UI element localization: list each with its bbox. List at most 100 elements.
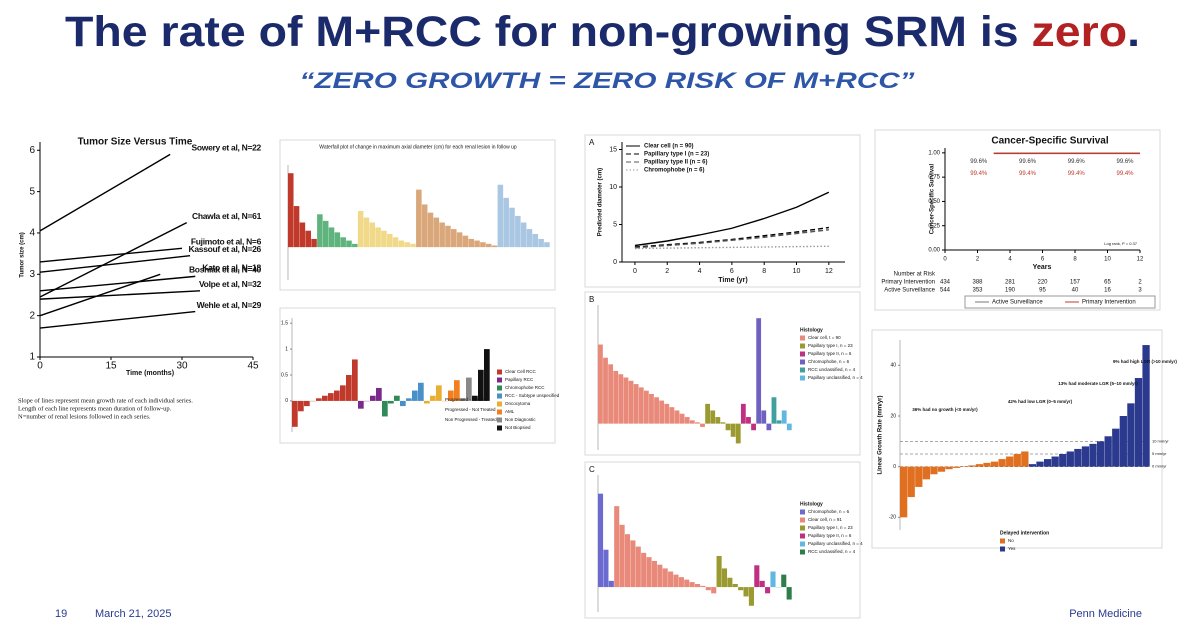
legend-label: Chromophobe, n = 6 bbox=[808, 359, 850, 364]
bar bbox=[765, 587, 771, 594]
legend-label: Chromophobe, n = 6 bbox=[808, 509, 850, 514]
footnote: N=number of renal lesions followed in ea… bbox=[18, 413, 151, 420]
legend-label: Non Diagnostic bbox=[505, 417, 536, 422]
bar bbox=[1096, 441, 1105, 467]
bar bbox=[738, 587, 744, 591]
x-tick-label: 0 bbox=[633, 268, 637, 275]
bar bbox=[664, 403, 670, 424]
bar bbox=[751, 423, 756, 431]
bar bbox=[781, 574, 787, 588]
y-tick-label: 0 bbox=[613, 259, 617, 266]
bar bbox=[406, 398, 412, 401]
risk-count: 157 bbox=[1070, 280, 1081, 286]
organization: Penn Medicine bbox=[1069, 608, 1142, 620]
bar bbox=[669, 407, 675, 424]
legend-label: Yes bbox=[1008, 546, 1016, 551]
bar bbox=[1051, 456, 1059, 467]
bar bbox=[1021, 451, 1029, 467]
y-tick-label: 1.00 bbox=[928, 150, 940, 156]
legend-swatch bbox=[800, 517, 805, 523]
series-label: Sowery et al, N=22 bbox=[192, 143, 262, 153]
bar bbox=[662, 568, 668, 588]
bar bbox=[721, 568, 728, 588]
title-end: . bbox=[1127, 8, 1140, 56]
title-text: The rate of M+RCC for non-growing SRM is bbox=[65, 8, 1032, 56]
bar bbox=[643, 390, 649, 424]
legend-swatch bbox=[800, 343, 805, 349]
series-line bbox=[39, 153, 171, 232]
x-tick-label: 4 bbox=[698, 268, 702, 275]
value-label: 99.4% bbox=[1116, 171, 1134, 177]
bar bbox=[740, 403, 746, 424]
bar bbox=[357, 211, 364, 248]
risk-row-name: Primary Intervention bbox=[881, 280, 935, 286]
legend-title: Histology bbox=[800, 501, 823, 507]
bar bbox=[700, 423, 705, 427]
legend-label: RCC unclassified, n = 4 bbox=[808, 367, 856, 372]
y-tick-label: 1 bbox=[29, 352, 35, 363]
y-tick-label: 15 bbox=[609, 146, 617, 153]
bar bbox=[317, 214, 323, 248]
y-tick-label: 0.75 bbox=[928, 175, 940, 181]
bar bbox=[983, 462, 991, 467]
bar bbox=[746, 417, 751, 424]
bar bbox=[311, 238, 317, 248]
y-tick-label: 0 bbox=[285, 398, 288, 404]
bar bbox=[1119, 416, 1127, 467]
bar bbox=[674, 410, 680, 424]
bar bbox=[334, 390, 340, 401]
risk-count: 434 bbox=[940, 280, 951, 286]
bar bbox=[618, 374, 624, 424]
bar bbox=[649, 393, 654, 424]
bar bbox=[960, 466, 968, 467]
bar bbox=[304, 400, 310, 407]
bar bbox=[503, 197, 509, 248]
bar bbox=[328, 393, 334, 401]
risk-count: 353 bbox=[972, 288, 983, 294]
legend-label: Primary Intervention bbox=[1082, 300, 1136, 306]
bar bbox=[748, 587, 754, 606]
panel-frame bbox=[584, 461, 861, 619]
y-tick-label: 5 bbox=[29, 186, 35, 197]
legend-label: RCC unclassified, n = 4 bbox=[808, 549, 856, 554]
bar bbox=[382, 400, 388, 417]
bar bbox=[635, 546, 641, 588]
bar bbox=[532, 234, 539, 248]
bar bbox=[608, 364, 614, 424]
bar bbox=[430, 395, 436, 401]
legend-swatch bbox=[800, 359, 805, 365]
footnote: Slope of lines represent mean growth rat… bbox=[18, 397, 193, 404]
bar bbox=[394, 395, 400, 401]
bar bbox=[953, 466, 961, 468]
marker-legend-label: Progressed - Treated bbox=[445, 397, 488, 402]
risk-table-title: Number at Risk bbox=[894, 272, 936, 278]
bar bbox=[416, 189, 422, 248]
bar bbox=[651, 560, 657, 588]
bar bbox=[334, 232, 341, 248]
bar bbox=[468, 238, 475, 248]
value-label: 99.6% bbox=[1068, 159, 1086, 165]
legend-label: No bbox=[1008, 538, 1014, 543]
y-tick-label: 0.00 bbox=[928, 248, 940, 254]
bar bbox=[436, 385, 442, 401]
bar bbox=[370, 395, 376, 401]
bar bbox=[392, 237, 399, 248]
bar bbox=[509, 207, 515, 248]
bar bbox=[937, 466, 946, 472]
chart-title: Tumor Size Versus Time bbox=[78, 137, 193, 148]
bar bbox=[433, 217, 440, 248]
y-tick-label: 4 bbox=[29, 228, 35, 239]
y-tick-label: 0.50 bbox=[928, 199, 940, 205]
series-line bbox=[39, 290, 201, 300]
bar bbox=[633, 384, 639, 424]
value-label: 99.6% bbox=[970, 159, 988, 165]
series-line bbox=[634, 245, 829, 250]
bar bbox=[598, 493, 604, 588]
annotation: 13% had moderate LGR (5–10 mm/yr) bbox=[1058, 381, 1138, 386]
risk-count: 95 bbox=[1039, 288, 1046, 294]
legend-label: Clear cell, n = 91 bbox=[808, 517, 842, 522]
legend-swatch bbox=[800, 335, 805, 341]
legend-label: Papillary type I, n = 23 bbox=[808, 343, 853, 348]
bar bbox=[462, 235, 469, 248]
